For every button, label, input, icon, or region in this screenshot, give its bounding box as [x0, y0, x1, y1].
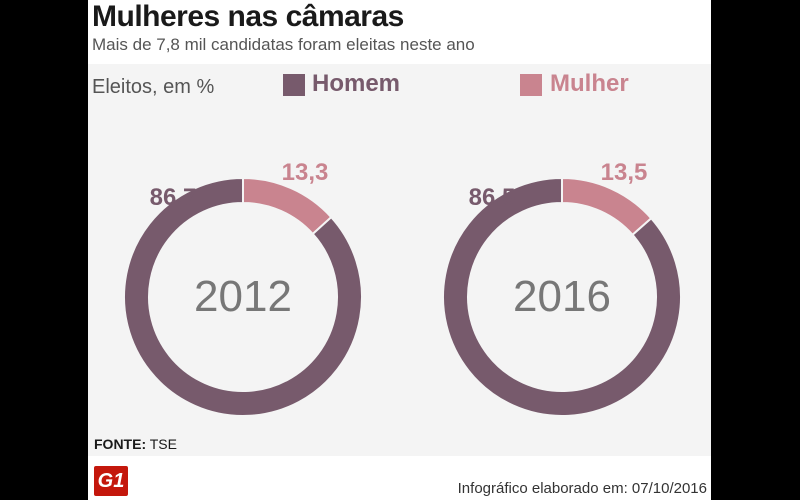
legend-item-mulher: Mulher	[550, 70, 629, 97]
footer	[88, 456, 711, 500]
chart-title: Mulheres nas câmaras	[92, 0, 404, 33]
donut-charts: 2012 86,7 13,3 2016 86,5 13,5	[123, 159, 682, 417]
legend-swatch-mulher	[520, 74, 542, 96]
donut-center-label-2016: 2016	[513, 272, 611, 321]
source-value: TSE	[149, 436, 177, 452]
data-label-homem-2012: 86,7	[150, 184, 197, 211]
source-note: FONTE: TSE	[94, 436, 177, 452]
legend-item-homem: Homem	[312, 70, 401, 97]
legend-label: Eleitos, em %	[92, 76, 215, 98]
donut-center-label-2012: 2012	[194, 272, 292, 321]
data-label-mulher-2012: 13,3	[282, 159, 329, 186]
donut-slice-mulher-2012	[242, 176, 333, 236]
source-label: FONTE:	[94, 436, 147, 452]
chart-subtitle: Mais de 7,8 mil candidatas foram eleitas…	[92, 35, 475, 54]
data-label-homem-2016: 86,5	[469, 184, 516, 211]
credit-text: Infográfico elaborado em: 07/10/2016	[457, 480, 707, 497]
infographic: Mulheres nas câmaras Mais de 7,8 mil can…	[88, 0, 711, 500]
g1-logo: G1	[94, 466, 128, 496]
data-label-mulher-2016: 13,5	[601, 159, 648, 186]
donut-slice-homem-2012	[123, 176, 363, 417]
donut-slice-mulher-2016	[561, 176, 653, 237]
donut-slice-homem-2016	[442, 176, 682, 417]
legend-swatch-homem	[283, 74, 305, 96]
